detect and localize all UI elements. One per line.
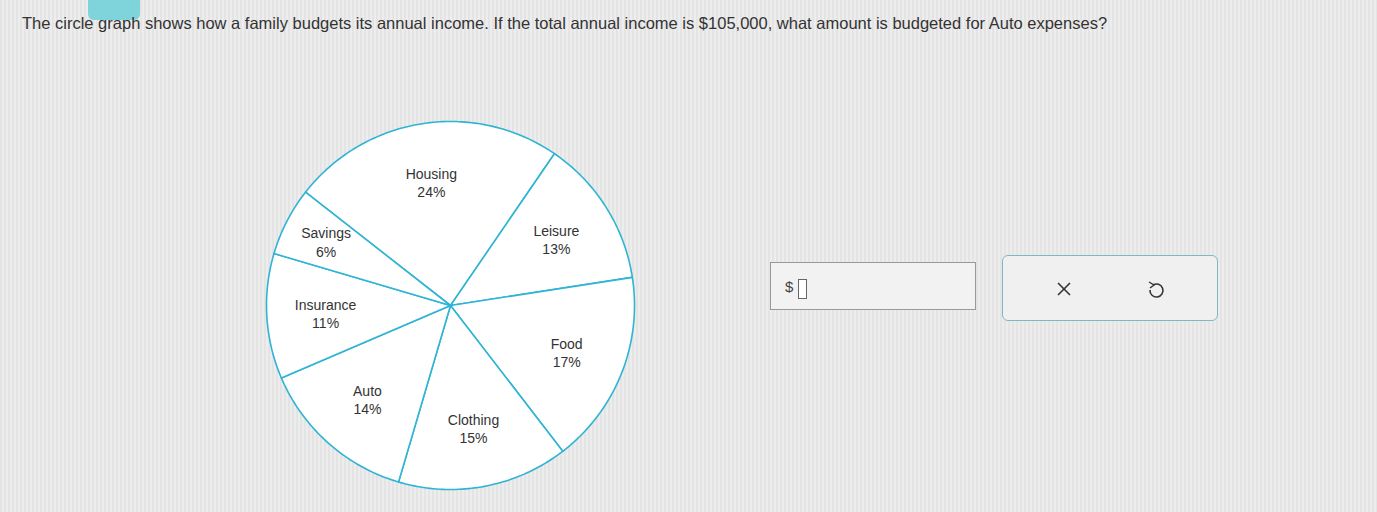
svg-text:Savings6%: Savings6% — [301, 225, 351, 259]
svg-text:Housing24%: Housing24% — [406, 166, 457, 200]
svg-text:Clothing15%: Clothing15% — [448, 412, 499, 446]
svg-text:Insurance11%: Insurance11% — [295, 297, 357, 331]
svg-text:Auto14%: Auto14% — [353, 383, 382, 417]
html-text:The circle graph shows how a f: The circle graph shows how a family budg… — [22, 14, 1108, 32]
svg-text:Food17%: Food17% — [551, 336, 583, 370]
svg-text:Leisure13%: Leisure13% — [533, 223, 579, 257]
